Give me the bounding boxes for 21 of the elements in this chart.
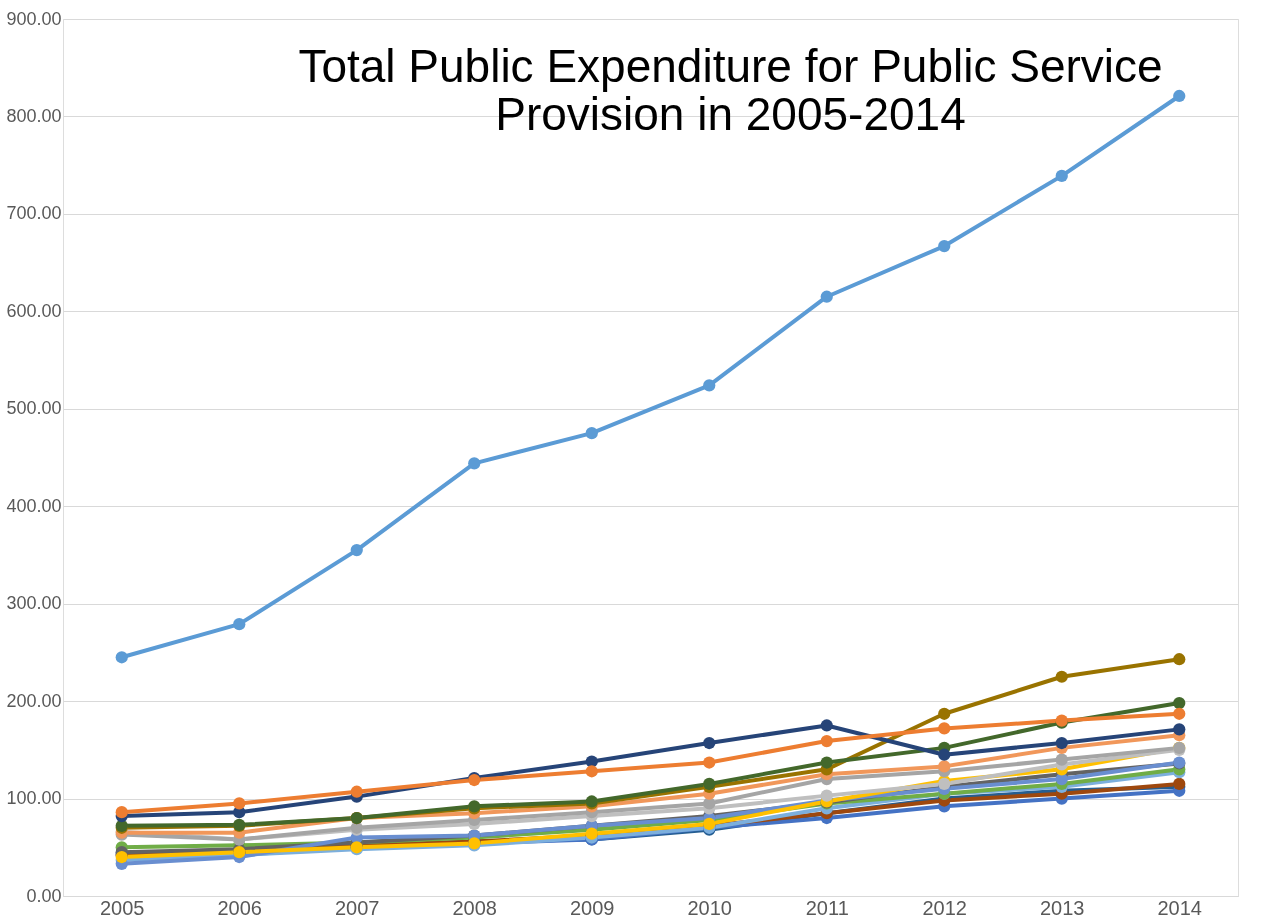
y-tick-label: 600.00 [6,300,62,321]
x-tick-label: 2007 [335,896,380,919]
text: Total Public Expenditure for Public Service Provision in 2005-2014 [298,40,1163,140]
y-tick-label: 800.00 [6,105,62,126]
y-tick-label: 300.00 [6,593,62,614]
x-tick-label: 2011 [805,896,849,919]
y-tick-label: 700.00 [6,203,62,224]
y-tick-label: 0.00 [26,885,62,906]
x-tick-label: 2008 [452,896,497,919]
y-tick-label: 500.00 [6,398,62,419]
y-tick-label: 200.00 [6,690,62,711]
x-tick-label: 2006 [217,896,262,919]
x-tick-label: 2014 [1157,896,1202,919]
x-tick-label: 2009 [570,896,615,919]
x-tick-label: 2012 [922,896,967,919]
x-tick-label: 2013 [1040,896,1085,919]
y-tick-label: 100.00 [6,788,62,809]
x-tick-label: 2010 [687,896,732,919]
y-tick-label: 400.00 [6,495,62,516]
y-tick-label: 900.00 [6,8,62,29]
x-tick-label: 2005 [100,896,145,919]
